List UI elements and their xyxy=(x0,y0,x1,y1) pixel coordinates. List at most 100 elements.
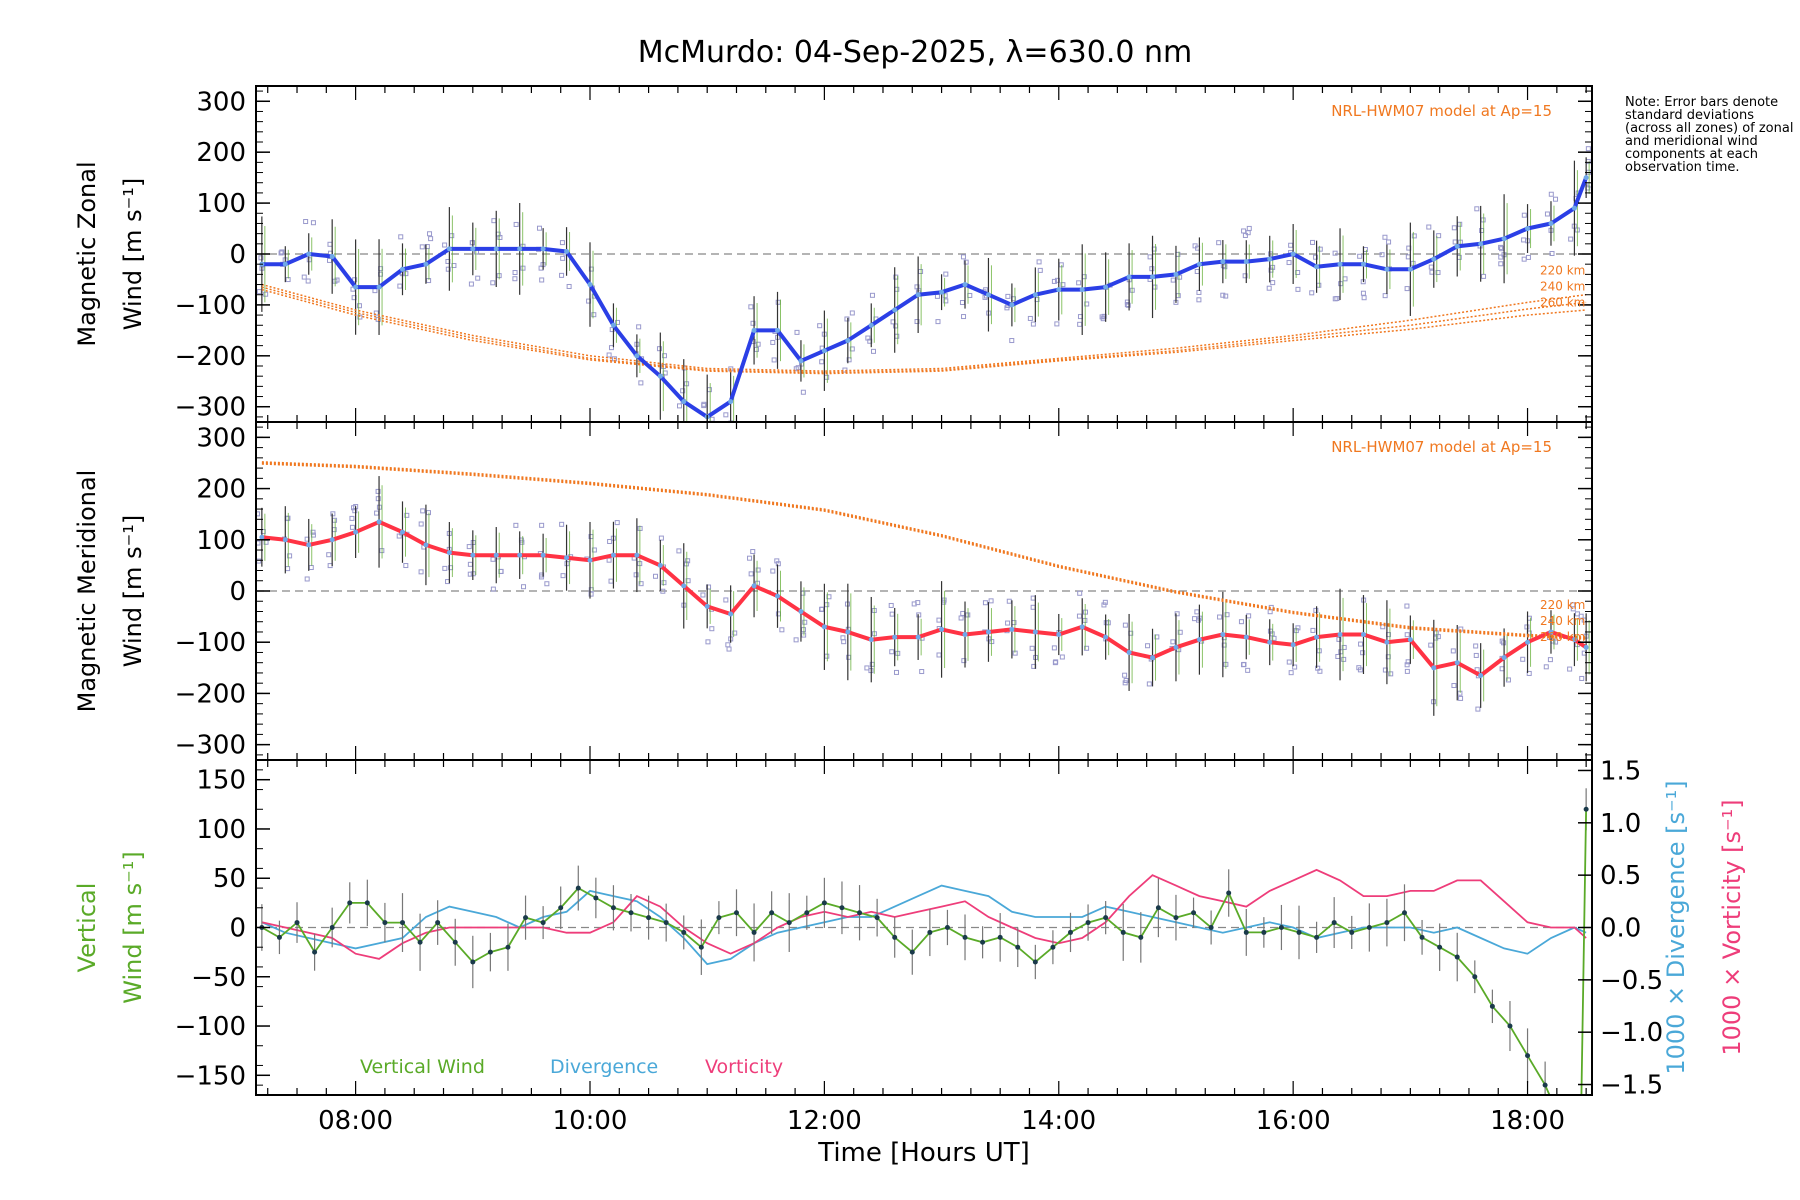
wind-point xyxy=(751,583,757,589)
wind-point xyxy=(1583,175,1589,181)
chart-title: McMurdo: 04-Sep-2025, λ=630.0 nm xyxy=(638,35,1192,70)
meridional-wind-line xyxy=(261,519,1588,678)
sample-point xyxy=(1338,281,1344,287)
sample-point xyxy=(661,580,667,586)
sample-point xyxy=(1152,284,1158,290)
sample-point xyxy=(356,303,362,309)
sample-point xyxy=(467,561,473,567)
sample-point xyxy=(560,255,566,261)
sample-point xyxy=(935,319,941,325)
sample-point xyxy=(1192,616,1198,622)
sample-point xyxy=(1036,259,1042,265)
sample-point xyxy=(705,639,711,645)
sample-point xyxy=(819,606,825,612)
sample-point xyxy=(982,600,988,606)
panel-meridional: −300 −200 −100 0 100 200 300 Magnetic Meridiona… xyxy=(73,421,1593,761)
sample-point xyxy=(420,508,426,514)
sample-point xyxy=(442,565,448,571)
sample-point xyxy=(1544,211,1550,217)
wind-point xyxy=(728,611,734,617)
sample-point xyxy=(1241,228,1247,234)
sample-point xyxy=(775,561,781,567)
sample-point xyxy=(1543,664,1549,670)
sample-point xyxy=(914,319,920,325)
sample-point xyxy=(677,403,683,409)
sample-point xyxy=(1524,624,1530,630)
vertical-wind-point xyxy=(523,915,529,921)
vertical-wind-point xyxy=(1419,934,1425,940)
wind-point xyxy=(1501,236,1507,242)
sample-point xyxy=(1428,264,1434,270)
sample-point xyxy=(824,374,830,380)
wind-point xyxy=(657,562,663,568)
wind-point xyxy=(306,542,312,548)
vertical-wind-point xyxy=(1050,944,1056,950)
y-axis-label: Magnetic Zonal xyxy=(73,161,101,346)
y-tick-label: −300 xyxy=(175,393,246,423)
vertical-axis-label: Vertical xyxy=(73,883,101,973)
sample-point xyxy=(357,314,363,320)
wind-point xyxy=(517,246,523,252)
sample-point xyxy=(1051,278,1057,284)
sample-point xyxy=(918,268,924,274)
sample-point xyxy=(709,626,715,632)
sample-point xyxy=(793,637,799,643)
vertical-wind-point xyxy=(716,915,722,921)
sample-point xyxy=(1196,289,1202,295)
sample-point xyxy=(404,512,410,518)
sample-point xyxy=(1520,656,1526,662)
vertical-wind-point xyxy=(1155,905,1161,911)
wind-point xyxy=(681,583,687,589)
sample-point xyxy=(1549,251,1555,257)
wind-point xyxy=(962,632,968,638)
sample-point xyxy=(755,567,761,573)
sample-point xyxy=(559,240,565,246)
sample-point xyxy=(327,257,333,263)
sample-point xyxy=(1567,666,1573,672)
sample-point xyxy=(1149,266,1155,272)
vertical-wind-point xyxy=(786,920,792,926)
x-tick-label: 12:00 xyxy=(787,1106,862,1136)
legend-item: Vorticity xyxy=(705,1056,783,1078)
sample-point xyxy=(849,310,855,316)
wind-point xyxy=(1525,226,1531,232)
sample-point xyxy=(1475,706,1481,712)
model-curve-3 xyxy=(261,288,1587,375)
sample-point xyxy=(1404,668,1410,674)
sample-point xyxy=(538,574,544,580)
sample-point xyxy=(1009,338,1015,344)
sample-point xyxy=(915,600,921,606)
sample-point xyxy=(1224,612,1230,618)
sample-point xyxy=(1053,659,1059,665)
x-tick-label: 14:00 xyxy=(1021,1106,1096,1136)
y-tick-label: 0 xyxy=(229,914,246,944)
vertical-wind-point xyxy=(347,900,353,906)
sample-point xyxy=(794,329,800,335)
y-right-tick-label: 1.5 xyxy=(1600,756,1641,786)
sample-point xyxy=(770,568,776,574)
vertical-wind-point xyxy=(1401,910,1407,916)
sample-point xyxy=(961,658,967,664)
sample-point xyxy=(704,447,708,451)
sample-point xyxy=(1451,683,1457,689)
sample-point xyxy=(374,510,380,516)
vertical-wind-point xyxy=(839,905,845,911)
sample-point xyxy=(608,578,614,584)
sample-point xyxy=(661,353,667,359)
sample-point xyxy=(1547,657,1553,663)
vertical-wind-point xyxy=(909,949,915,955)
y-tick-label: 150 xyxy=(196,766,246,796)
sample-point xyxy=(263,291,269,297)
wind-point xyxy=(470,552,476,558)
sample-point xyxy=(1245,230,1251,236)
sample-point xyxy=(824,602,830,608)
sample-point xyxy=(1310,627,1316,633)
sample-point xyxy=(652,573,658,579)
sample-point xyxy=(1004,305,1010,311)
divergence-axis-label: 1000 × Divergence [s⁻¹] xyxy=(1662,780,1690,1074)
sample-point xyxy=(1084,301,1090,307)
legend-item: Divergence xyxy=(550,1056,658,1078)
sample-point xyxy=(1122,672,1128,678)
sample-point xyxy=(1216,240,1222,246)
y-tick-label: −100 xyxy=(175,291,246,321)
